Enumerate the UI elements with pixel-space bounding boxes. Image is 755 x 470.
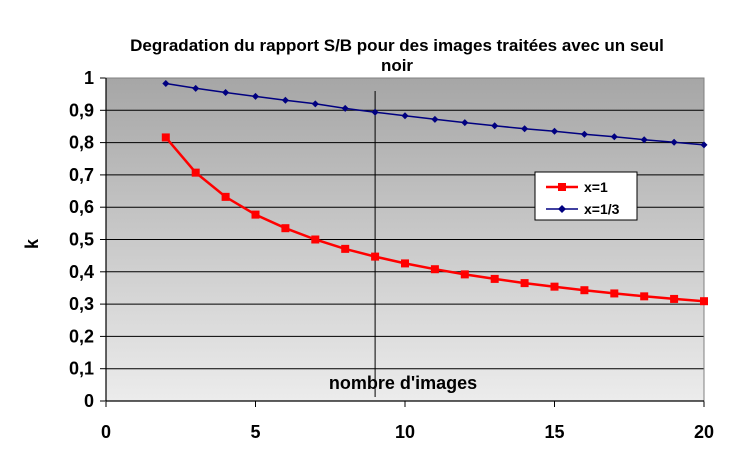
data-point — [670, 138, 678, 146]
data-point — [431, 115, 439, 123]
legend-marker-x1 — [558, 183, 566, 191]
y-tick-label: 1 — [84, 68, 94, 88]
x-tick-labels: 0 5 10 15 20 — [101, 422, 714, 442]
annotation-nombre-images: nombre d'images — [329, 373, 477, 393]
data-point — [401, 112, 409, 120]
data-point — [311, 235, 320, 244]
data-point — [640, 292, 649, 301]
data-point — [222, 89, 230, 97]
data-point — [251, 210, 260, 219]
y-tick-label: 0,2 — [69, 326, 94, 346]
y-tick-label: 0 — [84, 391, 94, 411]
x-tick-label: 15 — [544, 422, 564, 442]
data-point — [252, 92, 259, 100]
legend-box — [534, 171, 638, 221]
chart-title-line-2: noir — [381, 56, 413, 75]
data-point — [311, 100, 319, 108]
data-point — [700, 141, 708, 149]
y-tick-label: 0,9 — [69, 100, 94, 120]
data-point — [461, 119, 469, 127]
data-point — [700, 297, 708, 306]
y-axis-label: k — [22, 238, 42, 249]
gridlines — [100, 77, 705, 407]
y-tick-labels: 0 0,1 0,2 0,3 0,4 0,5 0,6 0,7 0,8 0,9 1 — [69, 68, 94, 411]
data-point — [490, 274, 499, 283]
series — [161, 79, 708, 306]
data-point — [161, 133, 170, 142]
data-point — [192, 84, 200, 92]
data-point — [191, 168, 200, 177]
data-point — [341, 244, 350, 253]
y-tick-label: 0,5 — [69, 230, 94, 250]
y-tick-label: 0,7 — [69, 165, 94, 185]
x-tick-label: 5 — [250, 422, 260, 442]
legend-marker-x13 — [558, 205, 566, 213]
x-tick-label: 0 — [101, 422, 111, 442]
y-tick-label: 0,6 — [69, 197, 94, 217]
data-point — [281, 224, 290, 233]
data-point — [371, 252, 380, 261]
data-point — [521, 125, 529, 133]
data-point — [610, 289, 619, 298]
data-point — [401, 259, 409, 268]
axes — [105, 77, 705, 402]
data-point — [551, 127, 558, 135]
data-point — [491, 122, 499, 130]
data-point — [371, 108, 379, 116]
data-point — [550, 282, 559, 291]
y-tick-label: 0,4 — [69, 262, 94, 282]
data-point — [460, 270, 469, 279]
chart-title-line-1: Degradation du rapport S/B pour des imag… — [130, 36, 664, 55]
series-x13 — [162, 79, 708, 149]
data-point — [162, 79, 170, 87]
y-tick-label: 0,1 — [69, 359, 94, 379]
y-tick-label: 0,3 — [69, 294, 94, 314]
data-point — [430, 265, 439, 274]
data-point — [610, 133, 618, 141]
legend: x=1 x=1/3 — [534, 171, 638, 221]
data-point — [640, 136, 648, 144]
y-tick-label: 0,8 — [69, 133, 94, 153]
legend-label-x1: x=1 — [584, 179, 608, 195]
data-point — [221, 192, 230, 201]
x-tick-label: 10 — [395, 422, 415, 442]
data-point — [580, 286, 589, 295]
legend-label-x13: x=1/3 — [584, 201, 620, 217]
data-point — [281, 96, 289, 104]
data-point — [670, 294, 679, 303]
x-tick-label: 20 — [694, 422, 714, 442]
data-point — [341, 104, 349, 112]
data-point — [580, 130, 588, 138]
data-point — [520, 279, 529, 288]
series-x1 — [161, 133, 708, 306]
